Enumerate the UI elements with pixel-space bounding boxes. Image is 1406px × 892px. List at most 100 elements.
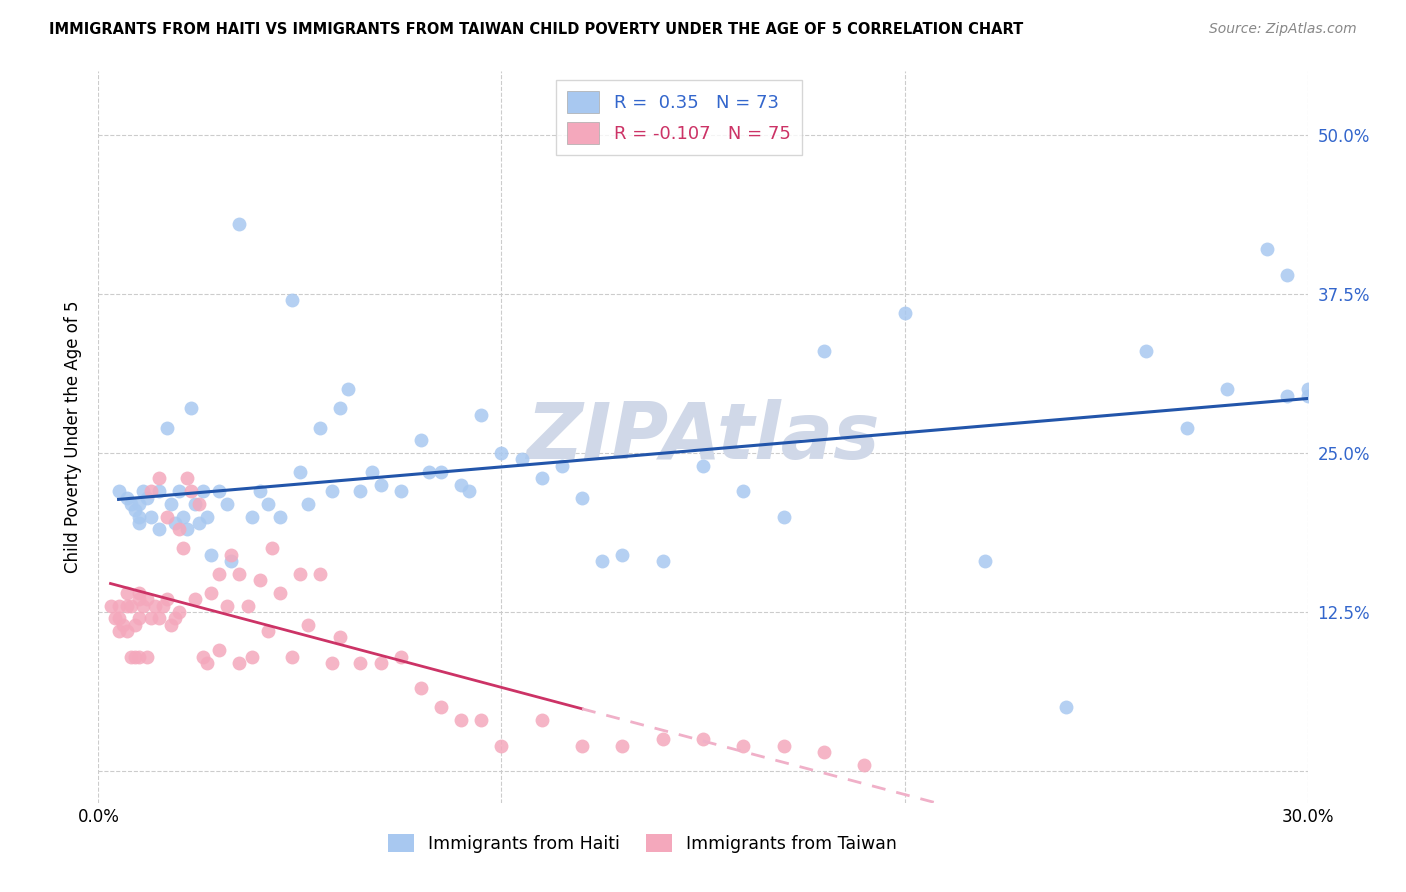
Point: [1296, 383, 1319, 397]
Point: [143, 599, 166, 613]
Point: [349, 656, 371, 670]
Point: [217, 497, 239, 511]
Point: [172, 541, 194, 556]
Point: [167, 484, 190, 499]
Point: [200, 586, 222, 600]
Point: [172, 509, 194, 524]
Point: [148, 484, 170, 499]
Point: [139, 509, 162, 524]
Point: [450, 477, 472, 491]
Point: [228, 656, 250, 670]
Point: [309, 420, 332, 434]
Point: [188, 516, 211, 530]
Point: [107, 611, 129, 625]
Point: [772, 739, 794, 753]
Point: [571, 491, 593, 505]
Point: [160, 617, 183, 632]
Point: [163, 611, 186, 625]
Point: [389, 484, 412, 499]
Point: [1256, 243, 1278, 257]
Point: [281, 293, 304, 308]
Point: [733, 739, 755, 753]
Point: [1175, 420, 1198, 434]
Point: [200, 548, 222, 562]
Point: [240, 509, 263, 524]
Point: [256, 624, 278, 638]
Point: [115, 599, 138, 613]
Point: [148, 471, 170, 485]
Point: [156, 592, 179, 607]
Point: [107, 599, 129, 613]
Point: [195, 509, 218, 524]
Point: [115, 491, 138, 505]
Legend: Immigrants from Haiti, Immigrants from Taiwan: Immigrants from Haiti, Immigrants from T…: [381, 827, 904, 860]
Point: [135, 491, 157, 505]
Point: [128, 509, 150, 524]
Point: [370, 656, 392, 670]
Point: [160, 497, 183, 511]
Point: [269, 509, 291, 524]
Point: [260, 541, 283, 556]
Point: [135, 649, 157, 664]
Point: [188, 497, 211, 511]
Point: [228, 217, 250, 231]
Point: [256, 497, 278, 511]
Point: [692, 458, 714, 473]
Point: [135, 592, 157, 607]
Point: [184, 497, 207, 511]
Point: [103, 611, 125, 625]
Text: Source: ZipAtlas.com: Source: ZipAtlas.com: [1209, 22, 1357, 37]
Point: [128, 497, 150, 511]
Point: [297, 497, 319, 511]
Point: [269, 586, 291, 600]
Point: [853, 757, 876, 772]
Point: [389, 649, 412, 664]
Point: [1054, 700, 1077, 714]
Point: [128, 611, 150, 625]
Text: ZIPAtlas: ZIPAtlas: [526, 399, 880, 475]
Point: [120, 497, 142, 511]
Point: [148, 522, 170, 536]
Point: [612, 548, 634, 562]
Text: IMMIGRANTS FROM HAITI VS IMMIGRANTS FROM TAIWAN CHILD POVERTY UNDER THE AGE OF 5: IMMIGRANTS FROM HAITI VS IMMIGRANTS FROM…: [49, 22, 1024, 37]
Point: [1216, 383, 1239, 397]
Point: [180, 401, 202, 416]
Point: [772, 509, 794, 524]
Point: [193, 484, 215, 499]
Point: [321, 484, 343, 499]
Point: [1316, 383, 1339, 397]
Point: [184, 592, 207, 607]
Point: [361, 465, 384, 479]
Point: [156, 420, 179, 434]
Point: [176, 471, 198, 485]
Point: [409, 681, 432, 696]
Point: [195, 656, 218, 670]
Point: [692, 732, 714, 747]
Point: [208, 566, 231, 581]
Point: [156, 509, 179, 524]
Point: [571, 739, 593, 753]
Point: [152, 599, 174, 613]
Point: [208, 643, 231, 657]
Point: [470, 408, 492, 422]
Point: [974, 554, 997, 568]
Point: [288, 465, 311, 479]
Point: [107, 484, 129, 499]
Point: [148, 611, 170, 625]
Point: [132, 599, 155, 613]
Point: [813, 344, 835, 359]
Point: [813, 745, 835, 759]
Point: [240, 649, 263, 664]
Point: [733, 484, 755, 499]
Point: [180, 484, 202, 499]
Point: [221, 548, 243, 562]
Point: [651, 732, 673, 747]
Point: [893, 306, 915, 320]
Point: [167, 605, 190, 619]
Point: [111, 617, 134, 632]
Point: [530, 713, 553, 727]
Point: [491, 446, 513, 460]
Point: [124, 503, 146, 517]
Point: [107, 624, 129, 638]
Point: [128, 592, 150, 607]
